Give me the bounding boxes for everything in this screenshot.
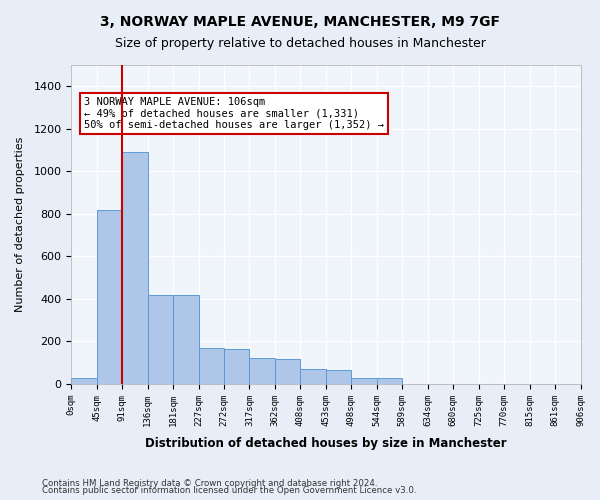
Bar <box>97 210 122 384</box>
Bar <box>122 152 148 384</box>
Bar <box>250 358 275 384</box>
Bar <box>352 378 377 384</box>
Text: Contains HM Land Registry data © Crown copyright and database right 2024.: Contains HM Land Registry data © Crown c… <box>42 478 377 488</box>
Text: Size of property relative to detached houses in Manchester: Size of property relative to detached ho… <box>115 38 485 51</box>
Text: 3, NORWAY MAPLE AVENUE, MANCHESTER, M9 7GF: 3, NORWAY MAPLE AVENUE, MANCHESTER, M9 7… <box>100 15 500 29</box>
Bar <box>148 294 173 384</box>
Bar <box>173 294 199 384</box>
Text: Contains public sector information licensed under the Open Government Licence v3: Contains public sector information licen… <box>42 486 416 495</box>
Bar <box>326 370 352 384</box>
Bar <box>377 378 402 384</box>
Bar <box>301 369 326 384</box>
Bar <box>199 348 224 384</box>
Bar <box>71 378 97 384</box>
X-axis label: Distribution of detached houses by size in Manchester: Distribution of detached houses by size … <box>145 437 506 450</box>
Y-axis label: Number of detached properties: Number of detached properties <box>15 137 25 312</box>
Bar <box>275 360 301 384</box>
Text: 3 NORWAY MAPLE AVENUE: 106sqm
← 49% of detached houses are smaller (1,331)
50% o: 3 NORWAY MAPLE AVENUE: 106sqm ← 49% of d… <box>84 97 384 130</box>
Bar <box>224 349 250 384</box>
